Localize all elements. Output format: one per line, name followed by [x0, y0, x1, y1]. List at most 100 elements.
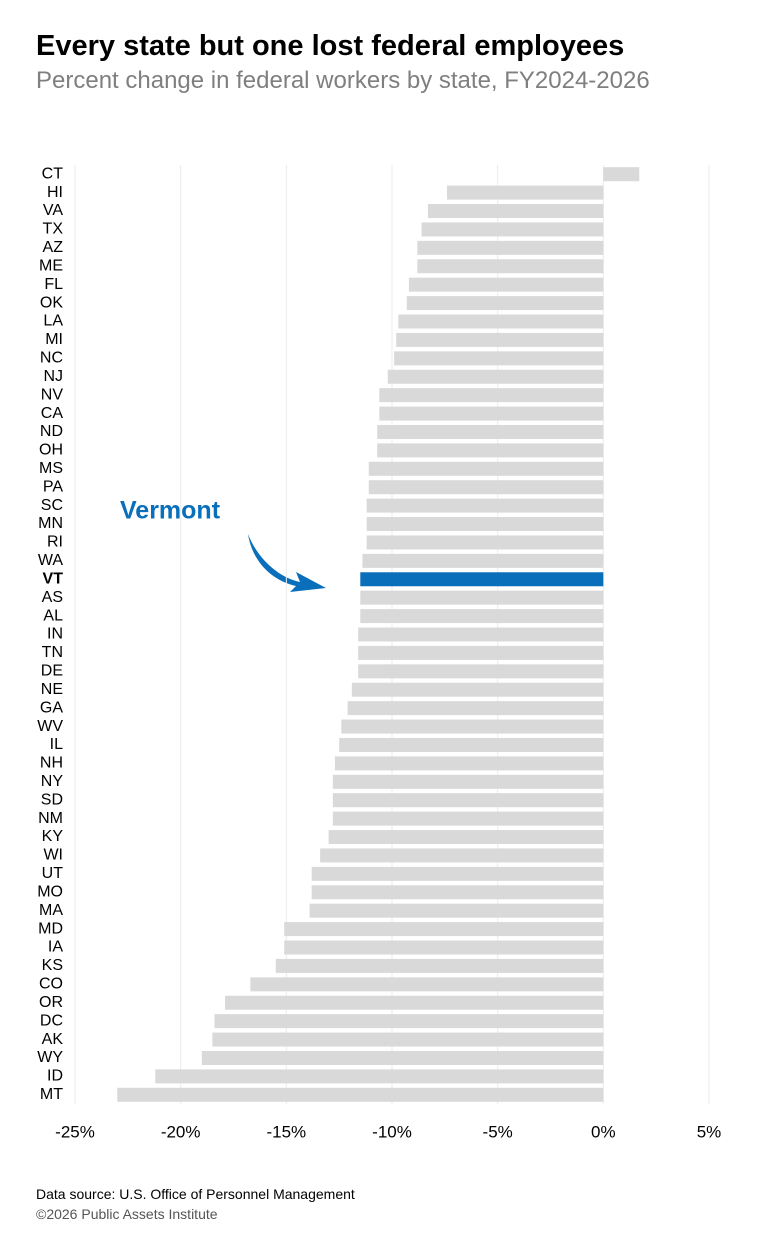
bar [332, 793, 604, 808]
bar [366, 535, 604, 550]
y-tick-label: CT [42, 165, 64, 182]
y-tick-label: OR [39, 994, 63, 1011]
y-tick-label: TN [42, 644, 63, 661]
bar [320, 848, 604, 863]
y-tick-label: NE [41, 681, 63, 698]
bar [362, 553, 604, 568]
y-tick-label: NH [40, 755, 63, 772]
y-tick-label: OH [39, 442, 63, 459]
bar [408, 277, 604, 292]
bar [379, 388, 604, 403]
y-tick-label: UT [42, 865, 64, 882]
y-tick-label: DC [40, 1012, 63, 1029]
y-tick-label: HI [47, 184, 63, 201]
x-tick-label: 0% [591, 1122, 616, 1141]
y-tick-label: LA [43, 313, 63, 330]
y-tick-label: GA [40, 699, 63, 716]
bar [284, 922, 604, 937]
y-tick-label: MS [39, 460, 63, 477]
bar [332, 811, 604, 826]
bar [366, 498, 604, 513]
x-tick-label: -10% [372, 1122, 412, 1141]
y-tick-label: MO [37, 883, 63, 900]
bar [368, 461, 604, 476]
bar [366, 517, 604, 532]
bar [417, 240, 604, 255]
bar [155, 1069, 604, 1084]
y-tick-label: NY [41, 773, 64, 790]
bar [377, 443, 604, 458]
y-tick-label: IN [47, 626, 63, 643]
y-tick-label: SD [41, 791, 63, 808]
y-tick-label: AL [43, 607, 63, 624]
y-tick-label: RI [47, 534, 63, 551]
y-tick-label: TX [43, 221, 64, 238]
y-tick-label: CO [39, 976, 63, 993]
bar [358, 664, 604, 679]
bar [334, 756, 604, 771]
y-tick-label: AK [42, 1031, 64, 1048]
chart-subtitle: Percent change in federal workers by sta… [36, 67, 650, 94]
y-tick-label: WV [37, 718, 63, 735]
x-tick-label: -20% [161, 1122, 201, 1141]
bar [394, 351, 604, 366]
y-tick-label: WI [43, 847, 63, 864]
y-tick-label: KS [42, 957, 63, 974]
bar [225, 995, 604, 1010]
bar [379, 406, 604, 421]
y-tick-label: VT [43, 570, 64, 587]
bar [387, 369, 604, 384]
bar [398, 314, 604, 329]
bar [117, 1087, 604, 1102]
copyright: ©2026 Public Assets Institute [36, 1206, 218, 1222]
annotation-arrow [248, 534, 326, 592]
y-tick-label: IL [50, 736, 63, 753]
y-tick-label: MI [45, 331, 63, 348]
y-tick-label: DE [41, 663, 63, 680]
bar [360, 572, 604, 587]
bar [427, 204, 604, 219]
bar [250, 977, 604, 992]
y-tick-label: SC [41, 497, 63, 514]
y-tick-label: MD [38, 920, 63, 937]
bar [360, 609, 604, 624]
bar [347, 701, 604, 716]
y-tick-label: ND [40, 423, 63, 440]
y-tick-label: AS [42, 589, 63, 606]
bar [201, 1050, 604, 1065]
y-tick-label: MN [38, 515, 63, 532]
y-tick-label: ID [47, 1068, 63, 1085]
bar [311, 866, 604, 881]
bar [421, 222, 604, 237]
annotation: Vermont [120, 497, 221, 525]
chart-title: Every state but one lost federal employe… [36, 30, 625, 62]
bar [351, 682, 604, 697]
bar [377, 424, 604, 439]
x-tick-label: 5% [697, 1122, 722, 1141]
y-tick-label: KY [42, 828, 64, 845]
x-tick-label: -5% [483, 1122, 513, 1141]
y-tick-label: PA [43, 478, 63, 495]
y-tick-label: AZ [43, 239, 64, 256]
y-tick-label: CA [41, 405, 64, 422]
bar [396, 332, 604, 347]
y-tick-label: OK [40, 294, 63, 311]
y-tick-label: NM [38, 810, 63, 827]
bar [446, 185, 604, 200]
bar [368, 480, 604, 495]
bar [332, 774, 604, 789]
y-tick-label: FL [44, 276, 63, 293]
bar [341, 719, 604, 734]
bar [309, 903, 604, 918]
bar [339, 737, 604, 752]
y-tick-label: NC [40, 350, 63, 367]
y-tick-label: MT [40, 1086, 63, 1103]
y-tick-label: WY [37, 1049, 63, 1066]
y-tick-label: NV [41, 386, 64, 403]
bar [417, 259, 604, 274]
bar [603, 167, 640, 182]
x-tick-label: -15% [266, 1122, 306, 1141]
bar [358, 627, 604, 642]
